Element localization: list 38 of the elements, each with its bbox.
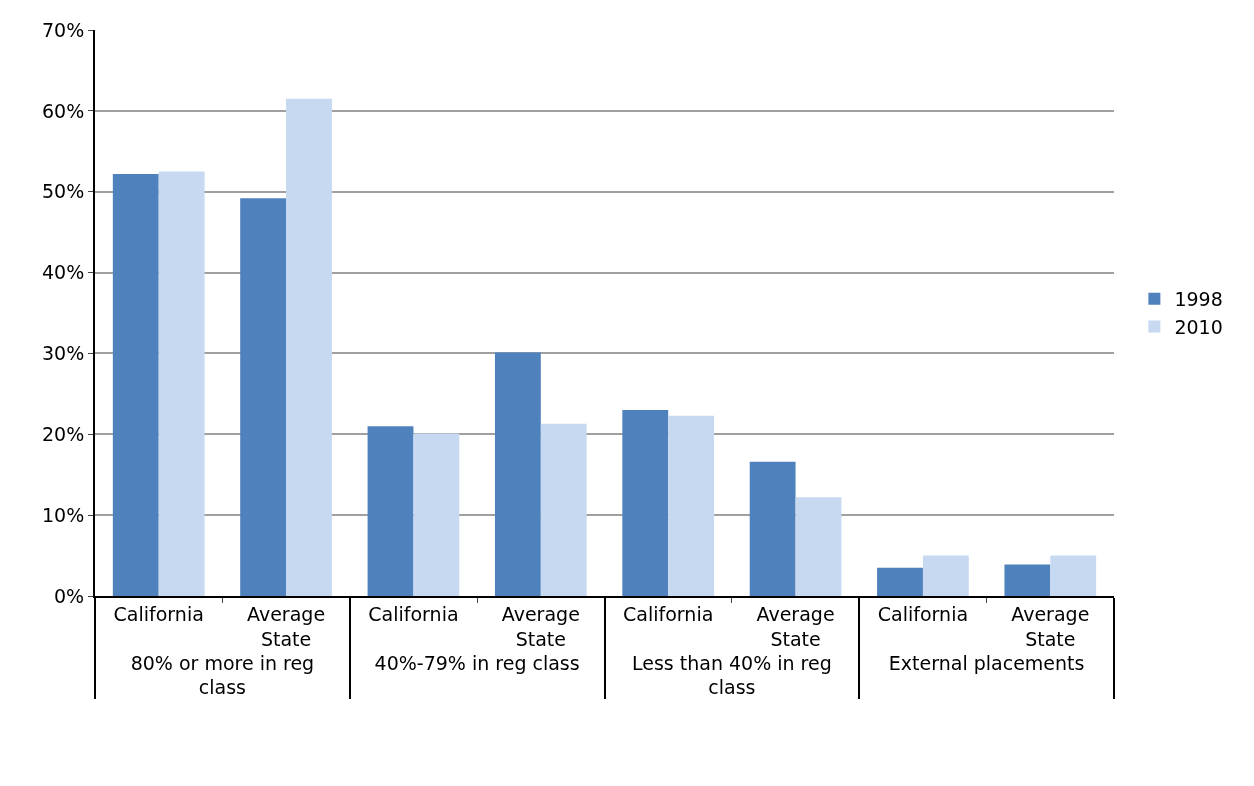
y-tick-label: 10% — [41, 503, 85, 526]
bar — [158, 171, 205, 596]
x-tick-label: Average State — [501, 602, 580, 650]
bar — [286, 98, 332, 596]
x-tick-label: California — [623, 602, 714, 625]
y-tick-label: 50% — [41, 180, 85, 203]
bar — [1050, 555, 1097, 596]
x-tick-label: Average State — [756, 602, 835, 650]
text: External placements — [888, 651, 1085, 674]
x-tick-label: California — [113, 602, 204, 625]
text: 80% or more in reg class — [130, 651, 315, 699]
legend-label: 2010 — [1174, 315, 1223, 338]
y-tick-label: 70% — [41, 18, 85, 41]
bar — [112, 173, 159, 596]
bar — [540, 423, 587, 596]
x-tick-label: California — [877, 602, 969, 625]
bar — [413, 433, 460, 596]
legend-label: 1998 — [1174, 288, 1223, 311]
bar — [795, 497, 842, 596]
bar — [367, 426, 414, 596]
bar — [668, 415, 715, 596]
bar — [877, 567, 923, 596]
bar — [240, 198, 287, 596]
bar — [1004, 564, 1051, 596]
y-tick-label: 40% — [41, 261, 85, 284]
y-tick-label: 60% — [41, 99, 85, 122]
y-tick-label: 30% — [41, 342, 85, 365]
y-tick-label: 20% — [41, 422, 85, 445]
bar — [494, 352, 541, 596]
x-tick-label: Average State — [247, 602, 326, 650]
x-tick-label: Average State — [1011, 602, 1090, 650]
bar — [749, 461, 796, 596]
bar — [922, 555, 969, 596]
text: 40%-79% in reg class — [374, 651, 580, 674]
text: Less than 40% in reg class — [631, 651, 832, 699]
x-tick-label: California — [368, 602, 459, 625]
y-tick-label: 0% — [54, 584, 85, 607]
bar — [622, 410, 669, 596]
